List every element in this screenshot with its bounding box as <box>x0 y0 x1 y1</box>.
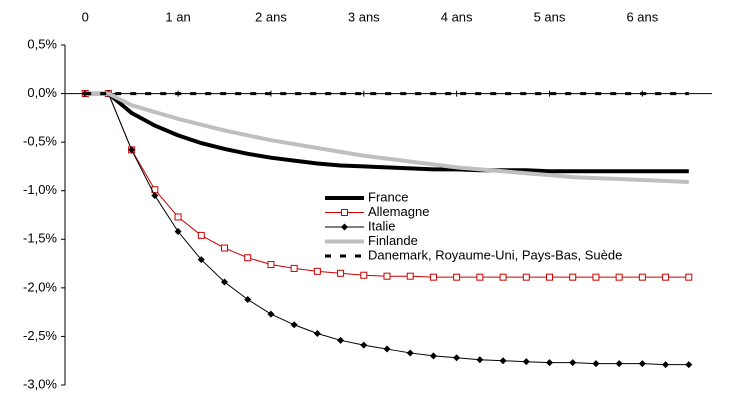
marker <box>313 330 321 338</box>
marker <box>685 361 693 369</box>
marker <box>546 273 553 281</box>
marker <box>360 271 368 279</box>
marker <box>337 336 345 344</box>
y-tick-label: -0,5% <box>23 134 57 149</box>
marker <box>662 361 670 369</box>
x-tick-label: 1 an <box>165 9 190 24</box>
marker <box>174 213 182 221</box>
legend-label: Allemagne <box>368 204 429 219</box>
marker <box>476 356 484 364</box>
marker <box>406 272 414 280</box>
marker <box>453 273 461 281</box>
marker <box>337 269 345 277</box>
y-tick-label: -1,0% <box>23 182 57 197</box>
marker <box>290 264 298 272</box>
marker <box>546 359 553 367</box>
marker <box>197 231 205 239</box>
marker <box>615 360 623 368</box>
legend-label: Italie <box>368 218 395 233</box>
y-tick-label: -1,5% <box>23 231 57 246</box>
marker <box>151 192 159 200</box>
marker <box>499 357 507 365</box>
marker <box>267 310 275 318</box>
marker <box>638 360 646 368</box>
marker <box>221 278 228 286</box>
legend-label: France <box>368 189 408 204</box>
marker <box>569 273 577 281</box>
marker <box>429 352 437 360</box>
marker <box>406 349 414 357</box>
marker <box>221 244 228 252</box>
series-line <box>85 91 689 184</box>
y-tick-label: 0,5% <box>27 36 57 51</box>
x-tick-label: 2 ans <box>255 9 287 24</box>
marker <box>592 360 600 368</box>
marker <box>360 341 368 349</box>
marker <box>569 359 577 367</box>
x-tick-label: 6 ans <box>626 9 658 24</box>
legend-marker <box>341 223 348 231</box>
marker <box>453 354 461 362</box>
legend-label: Finlande <box>368 233 418 248</box>
marker <box>499 273 507 281</box>
legend-marker <box>341 209 348 216</box>
marker <box>128 146 136 154</box>
y-tick-label: -2,0% <box>23 279 57 294</box>
marker <box>662 273 670 281</box>
marker <box>290 321 298 329</box>
marker <box>429 273 437 281</box>
marker <box>615 273 623 281</box>
marker <box>244 296 252 304</box>
y-tick-label: -3,0% <box>23 376 57 391</box>
marker <box>383 272 391 280</box>
marker <box>244 254 252 262</box>
marker <box>197 256 205 264</box>
marker <box>383 345 391 353</box>
marker <box>522 273 530 281</box>
y-tick-label: 0,0% <box>27 85 57 100</box>
x-tick-label: 3 ans <box>348 9 380 24</box>
x-tick-label: 4 ans <box>441 9 473 24</box>
marker <box>313 267 321 275</box>
x-tick-label: 0 <box>82 9 89 24</box>
legend-label: Danemark, Royaume-Uni, Pays-Bas, Suède <box>368 247 622 262</box>
marker <box>174 228 182 236</box>
series-line <box>85 91 689 174</box>
marker <box>638 273 646 281</box>
x-tick-label: 5 ans <box>534 9 566 24</box>
marker <box>592 273 600 281</box>
marker <box>267 261 275 269</box>
marker <box>522 358 530 366</box>
marker <box>685 273 693 281</box>
y-tick-label: -2,5% <box>23 328 57 343</box>
marker <box>476 273 484 281</box>
